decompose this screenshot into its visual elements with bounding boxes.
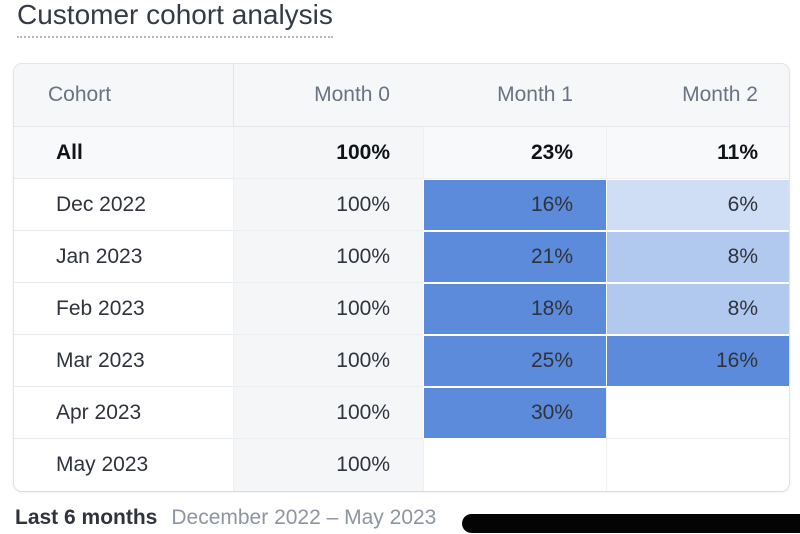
table-row-apr-2023: Apr 2023 100% 30% [14, 387, 789, 439]
value-cell [423, 439, 606, 491]
value-cell: 11% [606, 127, 789, 179]
column-header-month-0: Month 0 [233, 64, 423, 127]
value-cell: 100% [233, 127, 423, 179]
value-cell: 100% [233, 335, 423, 387]
table-row-mar-2023: Mar 2023 100% 25% 16% [14, 335, 789, 387]
value-cell: 16% [606, 335, 789, 387]
column-header-month-2: Month 2 [606, 64, 789, 127]
value-cell: 30% [423, 387, 606, 439]
cohort-table: Cohort Month 0 Month 1 Month 2 All 100% 23% 11… [14, 64, 789, 491]
value-cell: 21% [423, 231, 606, 283]
value-cell: 23% [423, 127, 606, 179]
date-range-value: December 2022 – May 2023 [171, 506, 437, 529]
value-cell: 6% [606, 179, 789, 231]
page-title[interactable]: Customer cohort analysis [17, 0, 333, 39]
table-header: Cohort Month 0 Month 1 Month 2 [14, 64, 789, 127]
table-row-jan-2023: Jan 2023 100% 21% 8% [14, 231, 789, 283]
column-header-month-1: Month 1 [423, 64, 606, 127]
cohort-cell: Apr 2023 [14, 387, 233, 439]
table-row-all: All 100% 23% 11% [14, 127, 789, 179]
value-cell: 8% [606, 231, 789, 283]
footer: Last 6 months December 2022 – May 2023 [15, 503, 436, 533]
value-cell: 18% [423, 283, 606, 335]
value-cell [606, 387, 789, 439]
value-cell: 8% [606, 283, 789, 335]
value-cell: 100% [233, 439, 423, 491]
table-row-feb-2023: Feb 2023 100% 18% 8% [14, 283, 789, 335]
cohort-cell: Jan 2023 [14, 231, 233, 283]
cohort-cell: May 2023 [14, 439, 233, 491]
cohort-table-card: Cohort Month 0 Month 1 Month 2 All 100% 23% 11… [13, 63, 790, 492]
value-cell: 25% [423, 335, 606, 387]
table-body: All 100% 23% 11% Dec 2022 100% 16% 6% Jan 2023 10… [14, 127, 789, 491]
header-row: Cohort Month 0 Month 1 Month 2 [14, 64, 789, 127]
value-cell: 100% [233, 283, 423, 335]
cohort-cell: Feb 2023 [14, 283, 233, 335]
value-cell [606, 439, 789, 491]
column-header-cohort: Cohort [14, 64, 233, 127]
table-row-may-2023: May 2023 100% [14, 439, 789, 491]
cohort-cell: All [14, 127, 233, 179]
value-cell: 100% [233, 179, 423, 231]
cohort-cell: Mar 2023 [14, 335, 233, 387]
redaction-bar [462, 514, 800, 533]
date-range-label: Last 6 months [15, 506, 158, 529]
value-cell: 100% [233, 387, 423, 439]
cohort-cell: Dec 2022 [14, 179, 233, 231]
value-cell: 100% [233, 231, 423, 283]
value-cell: 16% [423, 179, 606, 231]
table-row-dec-2022: Dec 2022 100% 16% 6% [14, 179, 789, 231]
